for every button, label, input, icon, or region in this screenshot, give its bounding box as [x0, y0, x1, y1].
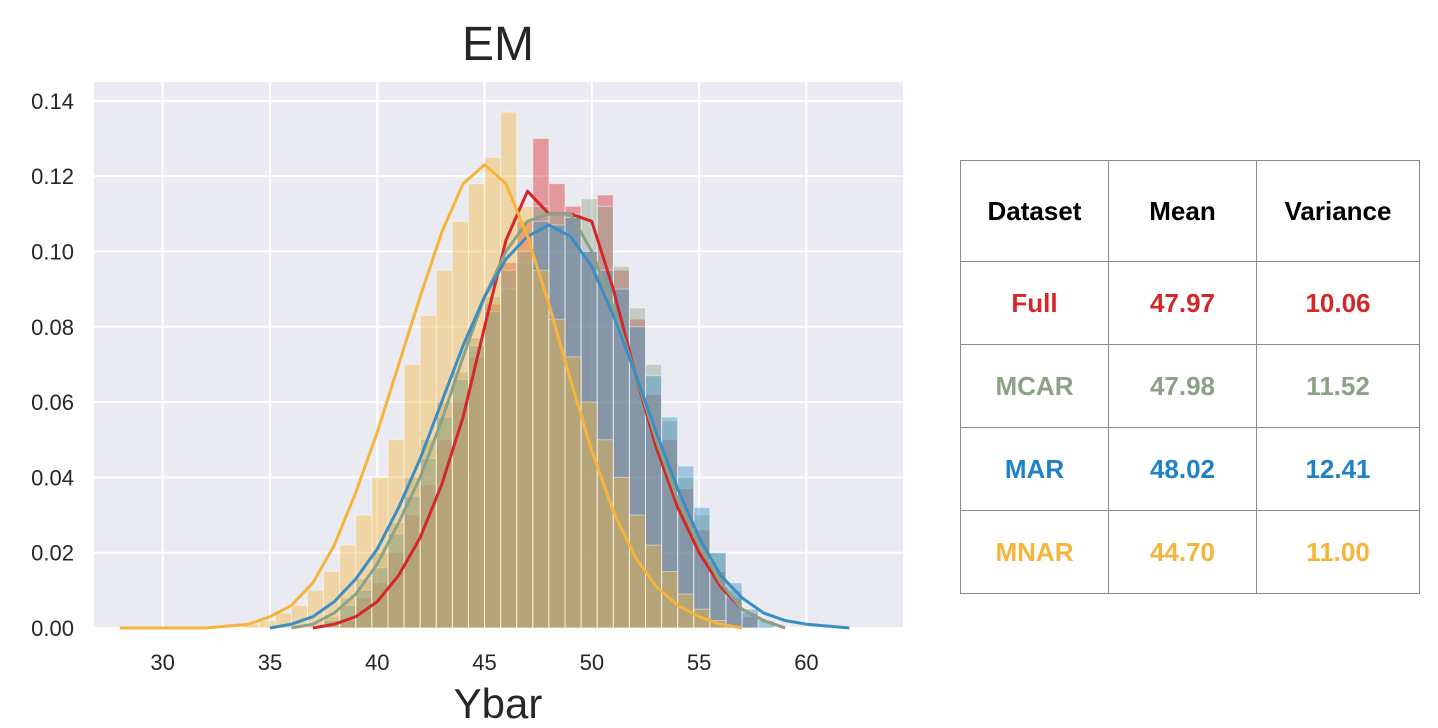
bar-full: [500, 262, 518, 629]
x-tick-label: 50: [580, 650, 604, 675]
x-tick-label: 40: [365, 650, 389, 675]
y-tick-label: 0.02: [31, 541, 74, 566]
kde-curves: [119, 163, 850, 630]
x-tick-label: 30: [150, 650, 174, 675]
x-tick-label: 55: [687, 650, 711, 675]
bar-mcar: [596, 205, 614, 629]
kde-mar: [269, 223, 850, 630]
bar-mcar: [644, 363, 663, 629]
kde-mcar: [291, 212, 786, 630]
cell-dataset: MCAR: [960, 344, 1109, 428]
bar-mar: [548, 224, 566, 629]
bar-mnar: [258, 619, 276, 629]
bars-mcar: [323, 198, 759, 629]
table-row-mar: MAR 48.02 12.41: [960, 427, 1420, 511]
bar-full: [516, 220, 534, 629]
table-row-full: Full 47.97 10.06: [960, 261, 1420, 345]
bar-mnar: [467, 183, 486, 629]
bar-full: [355, 597, 373, 629]
stats-table: Dataset Mean Variance Full 47.97 10.06 M…: [960, 160, 1420, 594]
bar-mnar: [564, 356, 582, 629]
y-tick-label: 0.14: [31, 89, 74, 114]
bar-mcar: [387, 522, 405, 629]
bar-mar: [467, 345, 486, 629]
bar-mnar: [435, 269, 453, 629]
cell-dataset: MAR: [960, 427, 1109, 511]
bar-mnar: [612, 476, 630, 629]
bar-mnar: [628, 514, 646, 629]
header-variance: Variance: [1256, 160, 1420, 262]
plot-area: [94, 82, 903, 628]
cell-dataset: MNAR: [960, 510, 1109, 594]
bar-mcar: [500, 288, 518, 629]
x-axis-label: Ybar: [454, 680, 543, 727]
bar-mar: [516, 250, 534, 629]
bars-mar: [323, 217, 775, 629]
kde-mnar: [119, 163, 743, 630]
bar-full: [451, 401, 469, 629]
bars-mnar: [242, 111, 727, 629]
bar-full: [419, 484, 437, 629]
bar-full: [484, 303, 502, 629]
x-tick-label: 35: [258, 650, 282, 675]
bar-mcar: [467, 337, 486, 629]
table-row-mnar: MNAR 44.70 11.00: [960, 510, 1420, 594]
bar-mnar: [419, 314, 437, 629]
y-tick-label: 0.08: [31, 315, 74, 340]
x-tick-label: 45: [472, 650, 496, 675]
histogram-chart: 30 35 40 45 50 55 60 0.00 0.02 0.04 0.06 0.08 0.10 0.…: [31, 18, 903, 727]
chart-title: EM: [462, 18, 534, 71]
axis-ticks: 30 35 40 45 50 55 60 0.00 0.02 0.04 0.06 0.08 0.10 0.…: [31, 89, 819, 675]
bar-mcar: [435, 401, 453, 629]
bar-mnar: [516, 205, 534, 629]
bar-mnar: [548, 318, 566, 629]
cell-variance: 10.06: [1256, 261, 1420, 345]
bar-mnar: [371, 476, 389, 629]
cell-mean: 47.97: [1108, 261, 1257, 345]
cell-mean: 44.70: [1108, 510, 1257, 594]
y-tick-label: 0.00: [31, 616, 74, 641]
bar-mar: [484, 311, 502, 629]
bar-mar: [355, 589, 373, 629]
kde-full: [312, 189, 786, 630]
bar-mnar: [532, 269, 550, 629]
bar-full: [548, 183, 566, 629]
bar-full: [741, 616, 759, 629]
y-tick-label: 0.04: [31, 465, 74, 490]
bar-full: [532, 137, 550, 629]
y-tick-label: 0.10: [31, 239, 74, 264]
header-mean: Mean: [1108, 160, 1257, 262]
bar-mnar: [596, 439, 614, 629]
bar-mar: [612, 288, 630, 629]
x-tick-label: 60: [794, 650, 818, 675]
bar-mnar: [580, 401, 598, 629]
bar-mnar: [644, 544, 663, 629]
bar-mar: [596, 269, 614, 629]
bar-mnar: [484, 156, 502, 629]
header-dataset: Dataset: [960, 160, 1109, 262]
cell-mean: 47.98: [1108, 344, 1257, 428]
cell-variance: 11.52: [1256, 344, 1420, 428]
cell-dataset: Full: [960, 261, 1109, 345]
y-tick-label: 0.12: [31, 164, 74, 189]
cell-variance: 11.00: [1256, 510, 1420, 594]
bar-mnar: [323, 571, 341, 629]
bar-mcar: [516, 262, 534, 629]
bar-mar: [532, 220, 550, 629]
table-row-mcar: MCAR 47.98 11.52: [960, 344, 1420, 428]
cell-variance: 12.41: [1256, 427, 1420, 511]
bar-mnar: [387, 439, 405, 629]
cell-mean: 48.02: [1108, 427, 1257, 511]
bar-mcar: [355, 578, 373, 629]
table-header-row: Dataset Mean Variance: [960, 160, 1420, 262]
bar-mar: [500, 269, 518, 629]
y-tick-label: 0.06: [31, 390, 74, 415]
